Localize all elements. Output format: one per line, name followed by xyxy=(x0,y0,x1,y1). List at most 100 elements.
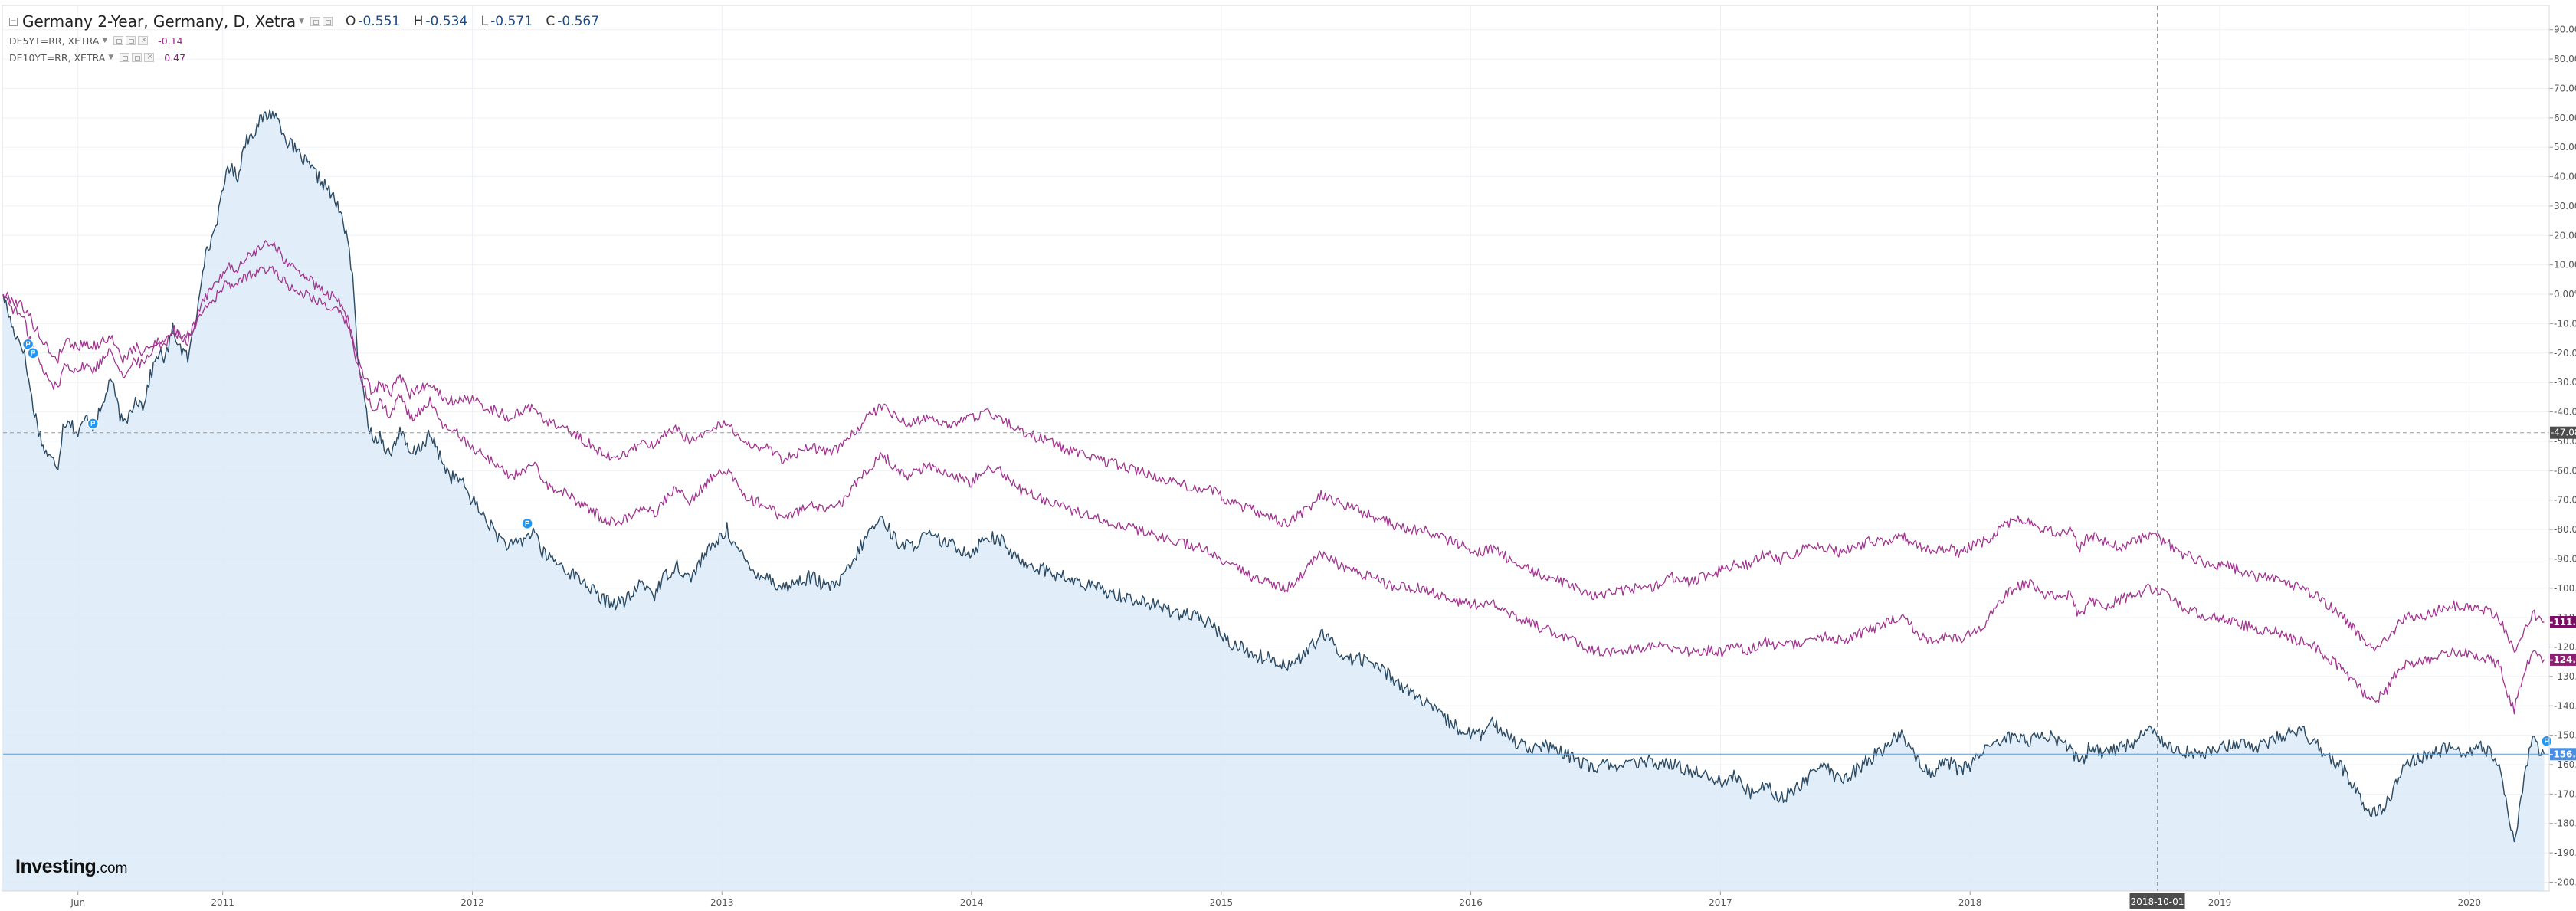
settings-icon[interactable] xyxy=(126,36,136,45)
low-value: -0.571 xyxy=(490,14,533,29)
y-tick-label: -140.00% xyxy=(2554,700,2576,711)
event-marker-glyph xyxy=(31,350,35,356)
legend-value-de10y: 0.47 xyxy=(164,51,186,64)
event-marker-icon[interactable] xyxy=(87,418,100,430)
y-tick-label: 70.00% xyxy=(2554,83,2576,93)
y-tick-label: -200.00% xyxy=(2554,877,2576,887)
crosshair-overlay xyxy=(3,6,2549,891)
visibility-toggle-icon[interactable] xyxy=(310,17,321,26)
axes: 90.00% 80.00% 70.00% 60.00% 50.00% 40.00% 30.0… xyxy=(2,5,2576,909)
y-tick-label: -130.00% xyxy=(2554,671,2576,682)
ohlc-values: O -0.551 H -0.534 L -0.571 C -0.567 xyxy=(346,14,608,29)
y-tick-label: 90.00% xyxy=(2554,25,2576,35)
event-marker-glyph xyxy=(90,421,95,426)
logo-brand: Investing xyxy=(15,856,97,877)
crosshair-y-label: -47.083 xyxy=(2551,428,2576,438)
last-value-label-bg xyxy=(2550,653,2576,666)
legend-value-de5y: -0.14 xyxy=(158,34,183,47)
event-marker-glyph xyxy=(25,341,31,347)
settings-icon[interactable] xyxy=(132,53,143,62)
y-tick-label: -60.00% xyxy=(2554,465,2576,476)
event-marker-icon[interactable] xyxy=(521,517,533,530)
open-value: -0.551 xyxy=(358,14,401,29)
x-tick-label: 2014 xyxy=(960,897,984,908)
event-marker-glyph xyxy=(2545,738,2549,744)
chevron-down-icon[interactable]: ▼ xyxy=(108,54,114,61)
y-tick-label: -170.00% xyxy=(2554,788,2576,799)
visibility-toggle-icon[interactable] xyxy=(120,53,130,62)
settings-icon[interactable] xyxy=(323,17,333,26)
legend-label-de10y: DE10YT=RR, XETRA xyxy=(9,51,106,64)
last-value-label: -124.28% xyxy=(2549,654,2576,665)
plot-frame xyxy=(2,5,2550,892)
x-tick-label: 2016 xyxy=(1459,897,1483,908)
y-tick-label: -70.00% xyxy=(2554,495,2576,506)
y-tick-label: 50.00% xyxy=(2554,142,2576,152)
x-tick-label: 2015 xyxy=(1210,897,1234,908)
y-tick-label: -190.00% xyxy=(2554,847,2576,858)
open-key: O xyxy=(346,14,356,29)
main-series-title: Germany 2-Year, Germany, D, Xetra xyxy=(22,12,297,31)
series-lines xyxy=(2,109,2545,843)
crosshair-date-label-bg xyxy=(2129,893,2185,909)
collapse-legend-icon[interactable]: − xyxy=(9,17,18,26)
y-tick-label: -30.00% xyxy=(2554,377,2576,388)
y-tick-label: -160.00% xyxy=(2554,759,2576,770)
crosshair-date-label: 2018-10-01 xyxy=(2131,896,2184,907)
chevron-down-icon[interactable]: ▼ xyxy=(299,18,305,25)
close-icon[interactable] xyxy=(138,34,149,45)
close-key: C xyxy=(546,14,556,29)
y-tick-label: -10.00% xyxy=(2554,318,2576,329)
event-markers[interactable] xyxy=(21,338,2553,748)
y-tick-label: -20.00% xyxy=(2554,348,2576,359)
legend-label-de5y: DE5YT=RR, XETRA xyxy=(9,34,100,47)
y-tick-label: -150.00% xyxy=(2554,730,2576,741)
y-tick-label: -90.00% xyxy=(2554,553,2576,564)
de5y-series-line xyxy=(2,240,2545,715)
x-tick-label: 2017 xyxy=(1709,897,1732,908)
investing-logo: Investing.com xyxy=(15,856,127,878)
y-tick-label: -80.00% xyxy=(2554,524,2576,535)
y-tick-label: 40.00% xyxy=(2554,172,2576,182)
y-tick-label: 0.00% xyxy=(2554,289,2576,300)
last-value-label: -111.53% xyxy=(2549,617,2576,628)
y-tick-label: -100.00% xyxy=(2554,583,2576,594)
event-marker-icon[interactable] xyxy=(2540,735,2553,748)
y-tick-label: -180.00% xyxy=(2554,818,2576,829)
legend-row-de5y: DE5YT=RR, XETRA ▼ -0.14 xyxy=(9,32,608,49)
chart-legend: − Germany 2-Year, Germany, D, Xetra ▼ O-… xyxy=(9,11,608,66)
visibility-toggle-icon[interactable] xyxy=(113,36,124,45)
last-value-label: -156.43% xyxy=(2549,749,2576,759)
x-tick-label: 2013 xyxy=(710,897,734,908)
x-tick-label: Jun xyxy=(70,897,85,908)
de10y-series-line xyxy=(2,265,2545,653)
x-tick-label: 2012 xyxy=(460,897,484,908)
event-marker-icon[interactable] xyxy=(21,338,34,351)
main-series-area-fill xyxy=(3,110,2545,892)
x-tick-label: 2011 xyxy=(211,897,234,908)
close-value: -0.567 xyxy=(557,14,600,29)
low-key: L xyxy=(480,14,489,29)
y-tick-label: 10.00% xyxy=(2554,260,2576,270)
y-tick-label: 20.00% xyxy=(2554,230,2576,241)
x-tick-label: 2020 xyxy=(2457,897,2481,908)
x-tick-label: 2018 xyxy=(1958,897,1982,908)
event-marker-glyph xyxy=(525,520,529,526)
y-tick-label: -40.00% xyxy=(2554,407,2576,418)
y-tick-label: 30.00% xyxy=(2554,201,2576,211)
close-icon[interactable] xyxy=(144,51,155,62)
event-marker-icon[interactable] xyxy=(27,347,39,359)
legend-row-de10y: DE10YT=RR, XETRA ▼ 0.47 xyxy=(9,49,608,66)
main-series-line xyxy=(2,109,2545,843)
last-value-label-bg xyxy=(2550,748,2576,761)
x-tick-label: 2019 xyxy=(2208,897,2232,908)
high-value: -0.534 xyxy=(425,14,468,29)
legend-main-row: − Germany 2-Year, Germany, D, Xetra ▼ O-… xyxy=(9,11,608,32)
y-tick-label: 60.00% xyxy=(2554,113,2576,123)
chevron-down-icon[interactable]: ▼ xyxy=(102,37,108,44)
last-value-label-bg xyxy=(2550,616,2576,629)
logo-tld: .com xyxy=(96,860,128,877)
y-tick-label: -120.00% xyxy=(2554,642,2576,653)
